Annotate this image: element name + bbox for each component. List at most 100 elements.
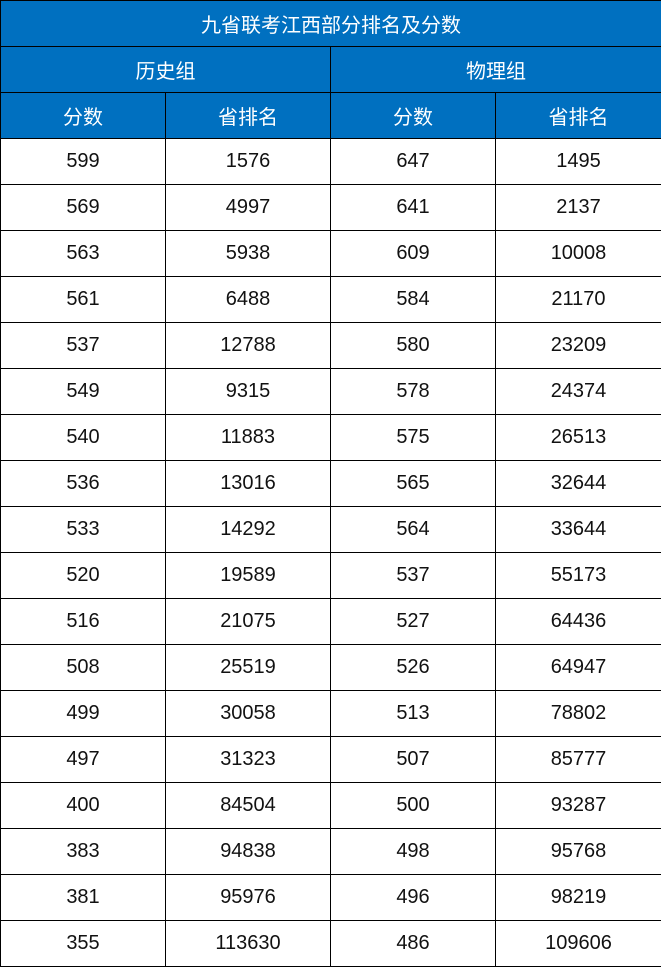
physics-rank-cell: 98219 — [495, 874, 661, 921]
table-row: 400 84504 500 93287 — [0, 782, 661, 829]
history-score-cell: 508 — [0, 644, 166, 691]
table-row: 599 1576 647 1495 — [0, 138, 661, 185]
history-rank-cell: 5938 — [165, 230, 331, 277]
title-row: 九省联考江西部分排名及分数 — [0, 0, 661, 47]
physics-score-cell: 496 — [330, 874, 496, 921]
physics-score-cell: 513 — [330, 690, 496, 737]
physics-rank-cell: 109606 — [495, 920, 661, 967]
history-score-cell: 355 — [0, 920, 166, 967]
physics-score-cell: 641 — [330, 184, 496, 231]
history-rank-cell: 14292 — [165, 506, 331, 553]
history-rank-cell: 94838 — [165, 828, 331, 875]
physics-score-cell: 609 — [330, 230, 496, 277]
table-row: 497 31323 507 85777 — [0, 736, 661, 783]
history-score-cell: 497 — [0, 736, 166, 783]
table-row: 549 9315 578 24374 — [0, 368, 661, 415]
physics-score-cell: 647 — [330, 138, 496, 185]
table-row: 516 21075 527 64436 — [0, 598, 661, 645]
history-score-cell: 599 — [0, 138, 166, 185]
history-rank-cell: 6488 — [165, 276, 331, 323]
table-row: 520 19589 537 55173 — [0, 552, 661, 599]
physics-rank-cell: 33644 — [495, 506, 661, 553]
physics-score-cell: 565 — [330, 460, 496, 507]
table-title: 九省联考江西部分排名及分数 — [0, 0, 661, 47]
physics-rank-cell: 32644 — [495, 460, 661, 507]
column-header-row: 分数 省排名 分数 省排名 — [0, 92, 661, 139]
physics-score-cell: 584 — [330, 276, 496, 323]
history-rank-cell: 30058 — [165, 690, 331, 737]
history-score-cell: 499 — [0, 690, 166, 737]
table-row: 533 14292 564 33644 — [0, 506, 661, 553]
history-score-cell: 549 — [0, 368, 166, 415]
history-score-cell: 400 — [0, 782, 166, 829]
physics-score-cell: 500 — [330, 782, 496, 829]
physics-score-cell: 537 — [330, 552, 496, 599]
physics-score-cell: 578 — [330, 368, 496, 415]
history-rank-cell: 19589 — [165, 552, 331, 599]
physics-score-cell: 486 — [330, 920, 496, 967]
physics-score-cell: 580 — [330, 322, 496, 369]
physics-score-cell: 564 — [330, 506, 496, 553]
history-rank-cell: 11883 — [165, 414, 331, 461]
physics-rank-cell: 24374 — [495, 368, 661, 415]
physics-score-cell: 507 — [330, 736, 496, 783]
history-score-cell: 520 — [0, 552, 166, 599]
table-row: 383 94838 498 95768 — [0, 828, 661, 875]
physics-rank-cell: 21170 — [495, 276, 661, 323]
group-physics: 物理组 — [330, 46, 661, 93]
physics-rank-cell: 1495 — [495, 138, 661, 185]
physics-score-cell: 527 — [330, 598, 496, 645]
history-score-cell: 537 — [0, 322, 166, 369]
history-score-cell: 383 — [0, 828, 166, 875]
history-score-cell: 381 — [0, 874, 166, 921]
table-row: 537 12788 580 23209 — [0, 322, 661, 369]
col-header-physics-rank: 省排名 — [495, 92, 661, 139]
table-row: 536 13016 565 32644 — [0, 460, 661, 507]
history-score-cell: 569 — [0, 184, 166, 231]
history-rank-cell: 25519 — [165, 644, 331, 691]
history-score-cell: 561 — [0, 276, 166, 323]
physics-rank-cell: 64947 — [495, 644, 661, 691]
physics-rank-cell: 95768 — [495, 828, 661, 875]
history-rank-cell: 113630 — [165, 920, 331, 967]
physics-rank-cell: 23209 — [495, 322, 661, 369]
history-rank-cell: 1576 — [165, 138, 331, 185]
table-row: 569 4997 641 2137 — [0, 184, 661, 231]
history-score-cell: 563 — [0, 230, 166, 277]
table-row: 381 95976 496 98219 — [0, 874, 661, 921]
physics-score-cell: 575 — [330, 414, 496, 461]
col-header-history-rank: 省排名 — [165, 92, 331, 139]
physics-rank-cell: 55173 — [495, 552, 661, 599]
history-rank-cell: 9315 — [165, 368, 331, 415]
table-row: 508 25519 526 64947 — [0, 644, 661, 691]
table-row: 561 6488 584 21170 — [0, 276, 661, 323]
physics-score-cell: 498 — [330, 828, 496, 875]
physics-rank-cell: 2137 — [495, 184, 661, 231]
history-score-cell: 540 — [0, 414, 166, 461]
col-header-physics-score: 分数 — [330, 92, 496, 139]
history-score-cell: 516 — [0, 598, 166, 645]
history-rank-cell: 4997 — [165, 184, 331, 231]
history-score-cell: 533 — [0, 506, 166, 553]
history-rank-cell: 13016 — [165, 460, 331, 507]
history-rank-cell: 12788 — [165, 322, 331, 369]
history-score-cell: 536 — [0, 460, 166, 507]
history-rank-cell: 95976 — [165, 874, 331, 921]
physics-rank-cell: 93287 — [495, 782, 661, 829]
physics-rank-cell: 10008 — [495, 230, 661, 277]
table-row: 540 11883 575 26513 — [0, 414, 661, 461]
physics-score-cell: 526 — [330, 644, 496, 691]
table-row: 563 5938 609 10008 — [0, 230, 661, 277]
group-header-row: 历史组 物理组 — [0, 46, 661, 93]
history-rank-cell: 31323 — [165, 736, 331, 783]
table-row: 499 30058 513 78802 — [0, 690, 661, 737]
history-rank-cell: 84504 — [165, 782, 331, 829]
physics-rank-cell: 26513 — [495, 414, 661, 461]
history-rank-cell: 21075 — [165, 598, 331, 645]
col-header-history-score: 分数 — [0, 92, 166, 139]
physics-rank-cell: 64436 — [495, 598, 661, 645]
table-row: 355 113630 486 109606 — [0, 920, 661, 967]
physics-rank-cell: 78802 — [495, 690, 661, 737]
group-history: 历史组 — [0, 46, 331, 93]
